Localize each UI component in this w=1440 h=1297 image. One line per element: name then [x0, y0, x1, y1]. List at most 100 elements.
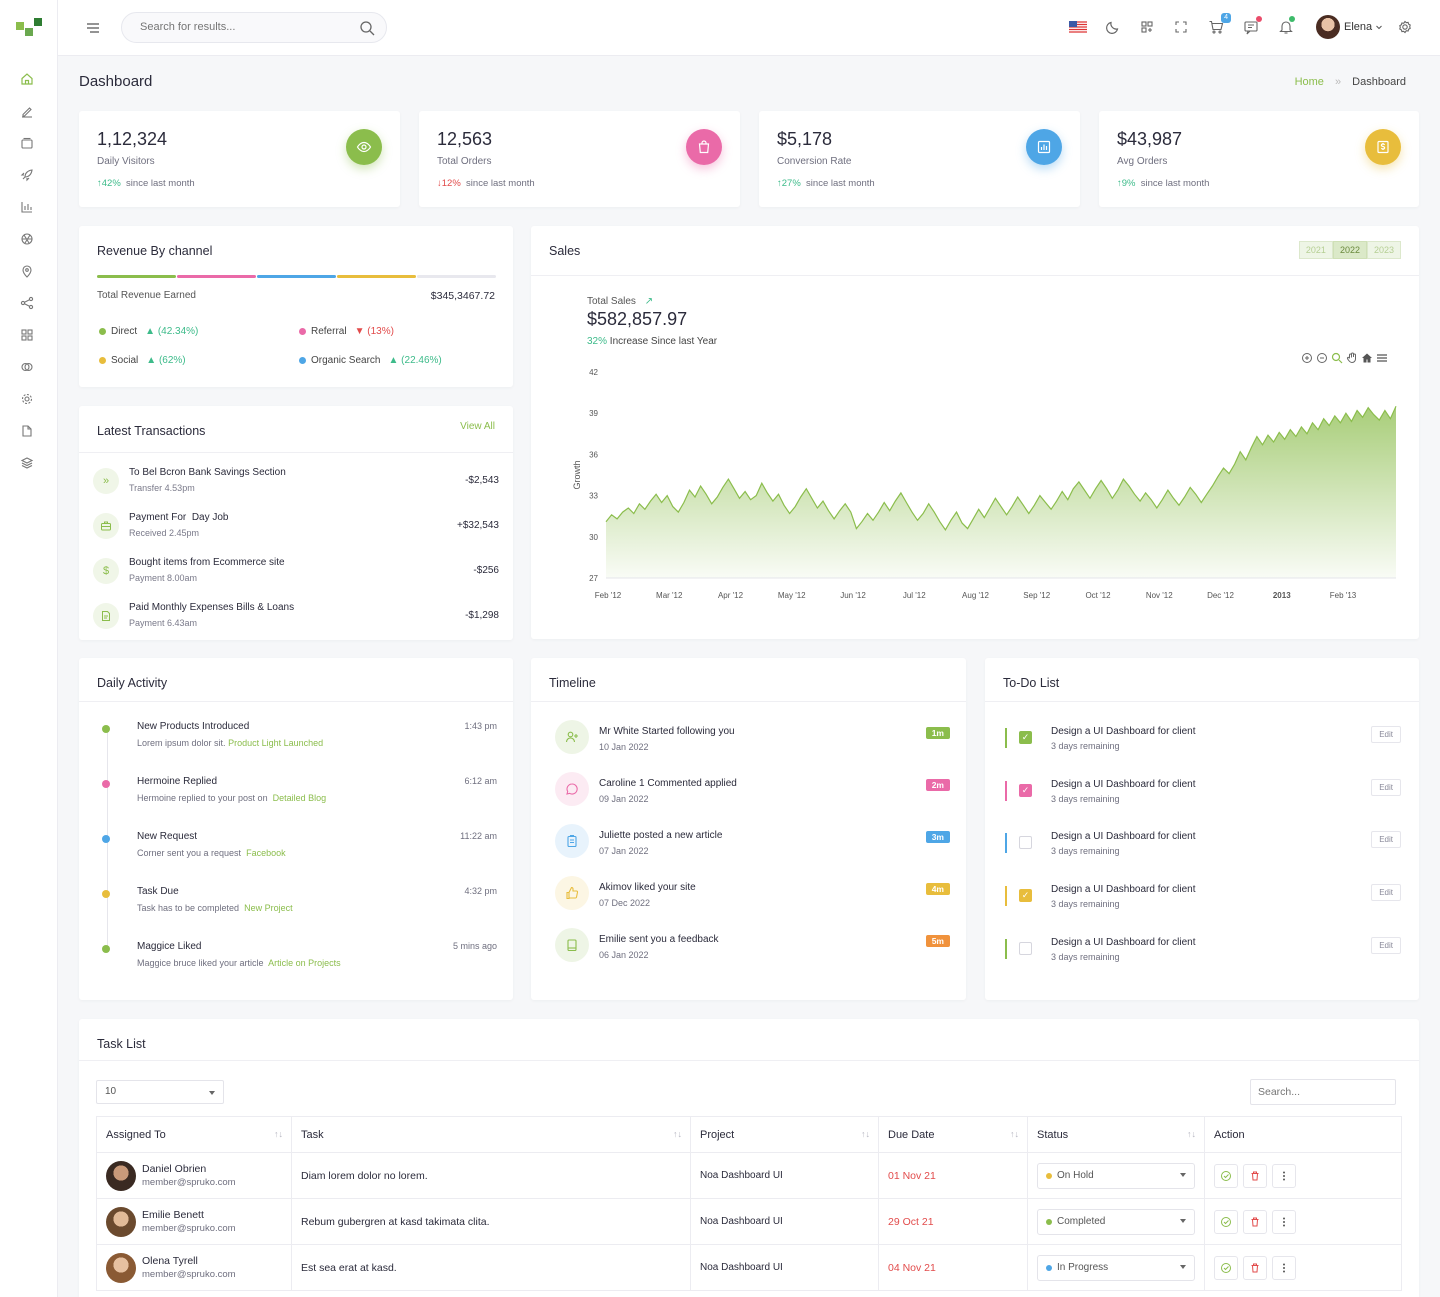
- more-button[interactable]: [1272, 1163, 1296, 1188]
- pan-hand-icon[interactable]: [1346, 352, 1358, 367]
- fullscreen-icon[interactable]: [1172, 18, 1190, 36]
- x-tick-label: Jul '12: [903, 591, 926, 600]
- revenue-card: Revenue By channel Total Revenue Earned …: [79, 226, 513, 387]
- status-select[interactable]: Completed: [1037, 1208, 1195, 1235]
- check-circle-icon: [1221, 1216, 1231, 1227]
- year-2023-button[interactable]: 2023: [1366, 241, 1401, 259]
- activity-item: New Products Introduced Lorem ipsum dolo…: [102, 721, 497, 761]
- zoom-in-icon[interactable]: [1301, 352, 1313, 367]
- zoom-out-icon[interactable]: [1316, 352, 1328, 367]
- channel-social: Social ▲ (62%): [99, 355, 186, 366]
- link-icon[interactable]: [18, 358, 36, 376]
- triangle-up-icon: ▲ (22.46%): [388, 355, 442, 366]
- delete-button[interactable]: [1243, 1163, 1267, 1188]
- grid-icon[interactable]: [18, 326, 36, 344]
- sort-icon: ↑↓: [1187, 1129, 1196, 1139]
- sort-icon: ↑↓: [673, 1129, 682, 1139]
- activity-link[interactable]: Facebook: [246, 848, 286, 858]
- activity-item: Maggice Liked Maggice bruce liked your a…: [102, 941, 497, 981]
- gear-icon[interactable]: [18, 390, 36, 408]
- edit-button[interactable]: Edit: [1371, 726, 1401, 743]
- transaction-item[interactable]: $ Bought items from Ecommerce site Payme…: [93, 554, 499, 594]
- messages-icon[interactable]: [1242, 16, 1262, 36]
- time-badge: 2m: [925, 779, 950, 791]
- activity-link[interactable]: Article on Projects: [268, 958, 341, 968]
- todo-checkbox[interactable]: ✓: [1019, 784, 1032, 797]
- bell-icon[interactable]: [1277, 16, 1295, 36]
- approve-button[interactable]: [1214, 1209, 1238, 1234]
- divider: [531, 275, 1419, 276]
- selection-zoom-icon[interactable]: [1331, 352, 1343, 367]
- todo-checkbox[interactable]: [1019, 836, 1032, 849]
- todo-checkbox[interactable]: ✓: [1019, 889, 1032, 902]
- status-select[interactable]: In Progress: [1037, 1254, 1195, 1281]
- file-icon[interactable]: [18, 422, 36, 440]
- cart-icon[interactable]: 4: [1207, 13, 1231, 36]
- transaction-item[interactable]: Paid Monthly Expenses Bills & Loans Paym…: [93, 599, 499, 639]
- edit-icon[interactable]: [18, 102, 36, 120]
- column-header[interactable]: Assigned To ↑↓: [96, 1116, 292, 1153]
- timeline-item: Akimov liked your site 07 Dec 2022 4m: [555, 876, 950, 916]
- revenue-bar-organic: [257, 275, 336, 278]
- notification-dot: [1289, 16, 1295, 22]
- aperture-icon[interactable]: [18, 230, 36, 248]
- edit-button[interactable]: Edit: [1371, 779, 1401, 796]
- todo-checkbox[interactable]: ✓: [1019, 731, 1032, 744]
- delete-button[interactable]: [1243, 1209, 1267, 1234]
- settings-gear-icon[interactable]: [1396, 18, 1414, 36]
- triangle-down-icon: ▼ (13%): [354, 326, 394, 337]
- revenue-total-label: Total Revenue Earned: [97, 290, 196, 301]
- layers-box-icon[interactable]: [18, 134, 36, 152]
- x-tick-label: Feb '13: [1330, 591, 1357, 600]
- approve-button[interactable]: [1214, 1255, 1238, 1280]
- search-icon[interactable]: [358, 19, 376, 37]
- reset-home-icon[interactable]: [1361, 352, 1373, 367]
- activity-item: New Request Corner sent you a request Fa…: [102, 831, 497, 871]
- logo-icon[interactable]: [16, 18, 42, 36]
- year-2022-button[interactable]: 2022: [1332, 241, 1367, 259]
- edit-button[interactable]: Edit: [1371, 831, 1401, 848]
- column-header[interactable]: Project ↑↓: [690, 1116, 879, 1153]
- apps-icon[interactable]: [1138, 18, 1156, 36]
- view-all-link[interactable]: View All: [460, 421, 495, 432]
- column-header[interactable]: Status ↑↓: [1027, 1116, 1205, 1153]
- delete-button[interactable]: [1243, 1255, 1267, 1280]
- breadcrumb-home-link[interactable]: Home: [1294, 76, 1324, 88]
- page-size-select[interactable]: 10: [96, 1080, 224, 1104]
- moon-icon[interactable]: [1104, 18, 1122, 36]
- activity-link[interactable]: New Project: [244, 903, 293, 913]
- status-select[interactable]: On Hold: [1037, 1162, 1195, 1189]
- rocket-icon[interactable]: [18, 166, 36, 184]
- edit-button[interactable]: Edit: [1371, 884, 1401, 901]
- approve-button[interactable]: [1214, 1163, 1238, 1188]
- arrow-up-icon: ↑: [1117, 178, 1122, 189]
- todo-checkbox[interactable]: [1019, 942, 1032, 955]
- activity-link[interactable]: Product Light Launched: [228, 738, 324, 748]
- edit-button[interactable]: Edit: [1371, 937, 1401, 954]
- user-name: Elena: [1344, 21, 1373, 33]
- y-tick-label: 42: [589, 368, 598, 377]
- home-icon[interactable]: [18, 70, 36, 88]
- year-2021-button[interactable]: 2021: [1298, 241, 1333, 259]
- hamburger-menu-icon[interactable]: [84, 19, 102, 37]
- table-row: Olena Tyrell member@spruko.com Est sea er…: [96, 1244, 1402, 1291]
- us-flag-icon[interactable]: [1069, 18, 1087, 36]
- share-icon[interactable]: [18, 294, 36, 312]
- user-menu[interactable]: Elena: [1316, 15, 1383, 39]
- message-dot: [1256, 16, 1262, 22]
- transaction-item[interactable]: » To Bel Bcron Bank Savings Section Tran…: [93, 464, 499, 504]
- search-input[interactable]: [140, 21, 340, 33]
- map-pin-icon[interactable]: [18, 262, 36, 280]
- activity-link[interactable]: Detailed Blog: [272, 793, 327, 803]
- chart-menu-icon[interactable]: [1376, 352, 1388, 367]
- transaction-item[interactable]: Payment For Day Job Received 2.45pm +$32…: [93, 509, 499, 549]
- more-button[interactable]: [1272, 1255, 1296, 1280]
- column-header[interactable]: Due Date ↑↓: [878, 1116, 1028, 1153]
- more-button[interactable]: [1272, 1209, 1296, 1234]
- column-header[interactable]: Task ↑↓: [291, 1116, 691, 1153]
- bar-chart-icon[interactable]: [18, 198, 36, 216]
- stack-icon[interactable]: [18, 454, 36, 472]
- divider: [79, 452, 513, 453]
- table-search-input[interactable]: [1250, 1079, 1396, 1105]
- more-vertical-icon: [1283, 1171, 1285, 1180]
